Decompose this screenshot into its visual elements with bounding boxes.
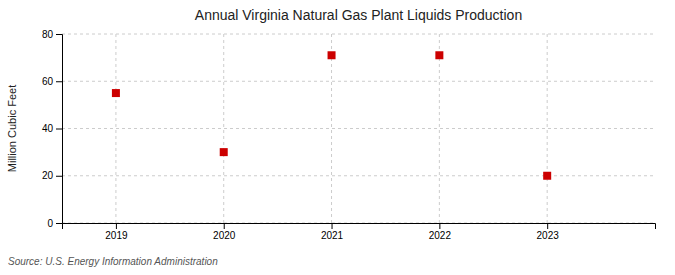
- x-tick-mark: [224, 223, 225, 229]
- x-tick: 2019: [105, 223, 128, 241]
- x-tick-mark: [332, 223, 333, 229]
- y-tick-label: 0: [47, 218, 53, 229]
- y-tick: 80: [42, 29, 62, 40]
- x-tick-label: 2023: [537, 230, 560, 241]
- y-tick-mark: [56, 129, 62, 130]
- y-tick-mark: [56, 176, 62, 177]
- x-tick-label: 2020: [213, 230, 236, 241]
- x-axis-line: [63, 224, 656, 230]
- y-tick-mark: [56, 81, 62, 82]
- chart-svg: 2019 2020 2021 2022 2023 0 20 40 60 80 Annual Virg…: [0, 0, 675, 275]
- y-tick-label: 60: [42, 76, 54, 87]
- x-tick: 2022: [429, 223, 452, 241]
- y-grid-line: [62, 81, 655, 82]
- y-tick-mark: [56, 223, 62, 224]
- x-tick: 2020: [213, 223, 236, 241]
- source-note: Source: U.S. Energy Information Administ…: [8, 256, 218, 267]
- x-tick-mark: [439, 223, 440, 229]
- y-grid-line: [62, 34, 655, 35]
- y-axis-line: [56, 35, 63, 224]
- y-axis-label: Million Cubic Feet: [6, 85, 18, 172]
- x-tick: 2021: [321, 223, 344, 241]
- x-grid-line: [439, 34, 440, 223]
- y-tick: 20: [42, 170, 62, 181]
- x-axis: 2019 2020 2021 2022 2023: [63, 223, 656, 241]
- y-tick: 40: [42, 123, 62, 134]
- y-grid-line: [62, 175, 655, 176]
- chart-container: 2019 2020 2021 2022 2023 0 20 40 60 80 Annual Virg…: [0, 0, 675, 275]
- point: [112, 89, 120, 97]
- y-tick: 60: [42, 76, 62, 87]
- point: [435, 51, 443, 59]
- y-axis: 0 20 40 60 80: [42, 29, 63, 229]
- x-tick-mark: [116, 223, 117, 229]
- x-grid-line: [547, 34, 548, 223]
- point: [543, 172, 551, 180]
- x-tick-label: 2019: [105, 230, 128, 241]
- x-tick-label: 2021: [321, 230, 344, 241]
- x-tick-label: 2022: [429, 230, 452, 241]
- title: Annual Virginia Natural Gas Plant Liquid…: [195, 7, 522, 23]
- y-tick-mark: [56, 34, 62, 35]
- point: [220, 148, 228, 156]
- y-tick-label: 80: [42, 29, 54, 40]
- point: [328, 51, 336, 59]
- x-tick-mark: [547, 223, 548, 229]
- y-tick: 0: [47, 218, 62, 229]
- x-tick: 2023: [537, 223, 560, 241]
- x-grid-line: [331, 34, 332, 223]
- y-tick-label: 40: [42, 123, 54, 134]
- y-tick-label: 20: [42, 170, 54, 181]
- y-grid-line: [62, 128, 655, 129]
- grid: [62, 34, 655, 223]
- points: [112, 51, 551, 179]
